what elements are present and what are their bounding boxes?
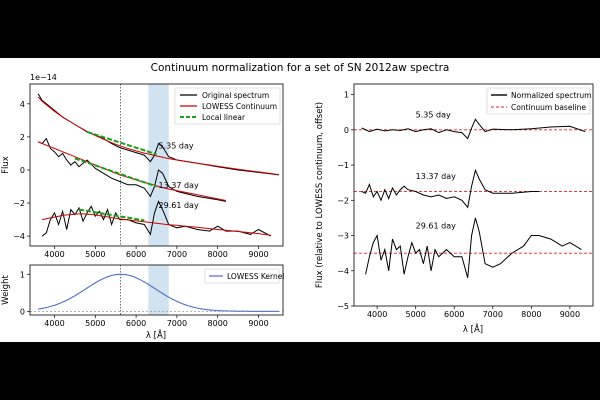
- x-tick-label: 6000: [126, 319, 146, 328]
- y-tick-label: −3: [337, 232, 349, 241]
- normalized-epoch-label: 5.35 day: [416, 110, 451, 119]
- x-tick-label: 8000: [208, 250, 228, 259]
- y-tick-label: −2: [13, 199, 25, 208]
- x-tick-label: 5000: [85, 319, 105, 328]
- normalized-spectrum-line: [361, 118, 586, 140]
- legend-original: Original spectrum: [202, 91, 269, 100]
- x-tick-label: 9000: [248, 250, 268, 259]
- spectrum-epoch-label: 13.37 day: [159, 181, 199, 190]
- x-tick-label: 9000: [248, 319, 268, 328]
- spectra-ylabel: Flux: [1, 156, 11, 174]
- x-tick-label: 5000: [85, 250, 105, 259]
- local-linear-line: [86, 130, 157, 156]
- normalized-ylabel: Flux (relative to LOWESS continuum, offs…: [315, 102, 325, 288]
- spectra-panel: 5.35 day 13.37 day 29.61 day 4000 5000 6000 70…: [1, 73, 284, 259]
- spectra-panel-frame: [29, 83, 284, 247]
- x-tick-label: 7000: [167, 319, 187, 328]
- figure: Continuum normalization for a set of SN …: [0, 58, 600, 342]
- y-tick-label: 1: [20, 270, 25, 279]
- x-tick-label: 8000: [208, 319, 228, 328]
- x-tick-label: 4000: [44, 319, 64, 328]
- y-tick-label: 0: [344, 126, 349, 135]
- legend-kernel: LOWESS Kernel: [227, 272, 284, 281]
- y-tick-label: 0: [20, 166, 25, 175]
- x-tick-label: 5000: [405, 310, 425, 319]
- x-tick-label: 4000: [44, 250, 64, 259]
- legend-lowess: LOWESS Continuum: [202, 102, 277, 111]
- y-tick-label: 1: [344, 91, 349, 100]
- lowess-continuum-line: [37, 96, 279, 176]
- x-tick-label: 9000: [560, 310, 580, 319]
- legend-baseline: Continuum baseline: [511, 103, 586, 112]
- normalized-panel-frame: [353, 83, 594, 307]
- normalized-legend: Normalized spectrum Continuum baseline: [486, 87, 591, 115]
- shaded-band: [148, 265, 169, 315]
- x-tick-label: 7000: [483, 310, 503, 319]
- y-tick-label: 2: [20, 133, 25, 142]
- original-spectrum-line: [38, 137, 227, 202]
- y-tick-label: −4: [13, 232, 25, 241]
- y-tick-label: −2: [337, 196, 349, 205]
- local-linear-line: [74, 157, 157, 188]
- y-tick-label: −5: [337, 302, 349, 311]
- y-tick-label: 0: [20, 307, 25, 316]
- y-scale-label: 1e−14: [30, 73, 57, 82]
- figure-title: Continuum normalization for a set of SN …: [151, 62, 450, 74]
- lowess-continuum-line: [42, 213, 271, 236]
- x-tick-label: 7000: [167, 250, 187, 259]
- normalized-panel: 5.35 day 13.37 day 29.61 day 4000 5000 6000 70…: [315, 83, 594, 335]
- normalized-epoch-label: 29.61 day: [416, 221, 456, 230]
- x-tick-label: 6000: [444, 310, 464, 319]
- spectrum-epoch-label: 5.35 day: [159, 141, 194, 150]
- legend-normalized: Normalized spectrum: [511, 91, 591, 100]
- y-tick-label: 4: [20, 100, 25, 109]
- figure-canvas: Continuum normalization for a set of SN …: [1, 62, 594, 341]
- y-tick-label: −1: [337, 161, 349, 170]
- spectrum-epoch-label: 29.61 day: [159, 201, 199, 210]
- x-tick-label: 8000: [521, 310, 541, 319]
- kernel-legend: LOWESS Kernel: [204, 268, 284, 284]
- kernel-ylabel: Weight: [1, 275, 11, 305]
- normalized-legend-box: [486, 87, 591, 115]
- y-tick-label: −4: [337, 267, 349, 276]
- normalized-spectrum-line: [361, 168, 539, 209]
- x-tick-label: 4000: [367, 310, 387, 319]
- kernel-curve: [38, 273, 279, 312]
- x-tick-label: 6000: [126, 250, 146, 259]
- normalized-epoch-label: 13.37 day: [416, 172, 456, 181]
- kernel-xlabel: λ [Å]: [146, 329, 166, 341]
- normalized-xlabel: λ [Å]: [463, 323, 483, 335]
- kernel-legend-box: [204, 268, 280, 284]
- lowess-continuum-line: [38, 141, 226, 201]
- legend-local-linear: Local linear: [202, 113, 246, 122]
- local-linear-line: [78, 208, 145, 222]
- shaded-band: [148, 84, 169, 246]
- spectra-legend: Original spectrum LOWESS Continuum Local…: [174, 87, 281, 125]
- kernel-panel-frame: [29, 264, 284, 316]
- normalized-spectrum-line: [365, 217, 582, 278]
